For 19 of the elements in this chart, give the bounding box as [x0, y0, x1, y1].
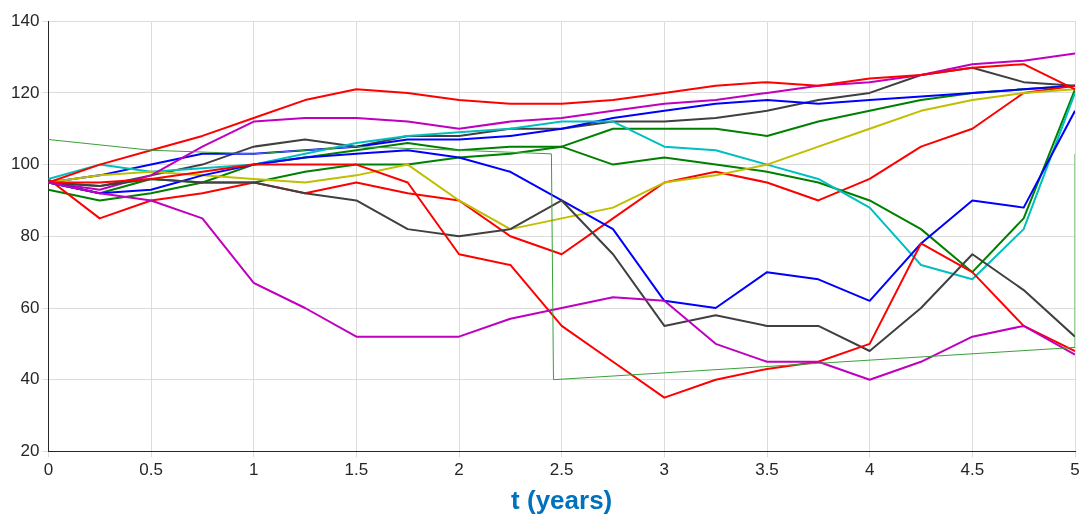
- x-tick-label: 0: [43, 460, 54, 480]
- x-tick-label: 2.5: [549, 460, 574, 480]
- x-tick-label: 4: [864, 460, 875, 480]
- y-tick-label: 80: [20, 225, 40, 245]
- x-tick-label: 5: [1070, 460, 1080, 480]
- x-tick-label: 1.5: [344, 460, 369, 480]
- x-tick-label: 4.5: [960, 460, 985, 480]
- x-tick-label: 3.5: [755, 460, 779, 480]
- x-tick-label: 3: [659, 460, 670, 480]
- x-axis-title: t (years): [511, 484, 613, 515]
- y-tick-label: 60: [20, 297, 40, 317]
- y-tick-label: 20: [20, 441, 40, 461]
- x-tick-label: 0.5: [139, 460, 163, 480]
- y-tick-label: 140: [10, 10, 40, 30]
- y-tick-label: 40: [20, 369, 40, 389]
- y-tick-label: 100: [10, 154, 40, 174]
- x-tick-label: 2: [454, 460, 464, 480]
- x-tick-label: 1: [248, 460, 259, 480]
- y-tick-label: 120: [10, 82, 40, 102]
